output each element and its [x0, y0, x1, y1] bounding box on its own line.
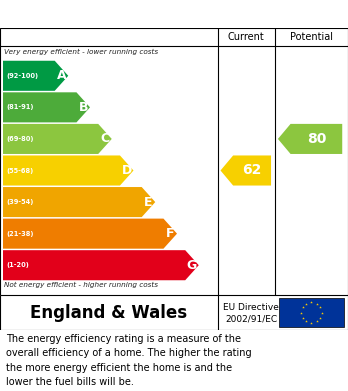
Text: (81-91): (81-91) [6, 104, 33, 110]
Text: (55-68): (55-68) [6, 167, 33, 174]
Text: England & Wales: England & Wales [30, 303, 187, 321]
Text: E: E [144, 196, 153, 208]
Text: A: A [57, 69, 66, 82]
Polygon shape [3, 156, 134, 186]
Text: C: C [101, 133, 110, 145]
Text: EU Directive: EU Directive [223, 303, 279, 312]
Polygon shape [3, 250, 199, 280]
Text: G: G [187, 259, 197, 272]
Text: Potential: Potential [290, 32, 333, 42]
Polygon shape [3, 124, 112, 154]
Bar [279, 298, 344, 327]
Text: Not energy efficient - higher running costs: Not energy efficient - higher running co… [4, 282, 158, 288]
Text: 80: 80 [307, 132, 326, 146]
Text: F: F [166, 227, 174, 240]
Polygon shape [3, 92, 90, 122]
Text: (21-38): (21-38) [6, 231, 33, 237]
Polygon shape [3, 219, 177, 249]
Text: (92-100): (92-100) [6, 73, 38, 79]
Polygon shape [278, 124, 342, 154]
Polygon shape [221, 156, 271, 186]
Text: The energy efficiency rating is a measure of the
overall efficiency of a home. T: The energy efficiency rating is a measur… [6, 334, 252, 387]
Text: (39-54): (39-54) [6, 199, 33, 205]
Text: (1-20): (1-20) [6, 262, 29, 268]
Polygon shape [3, 61, 68, 91]
Text: 2002/91/EC: 2002/91/EC [225, 314, 277, 323]
Text: Energy Efficiency Rating: Energy Efficiency Rating [73, 7, 275, 22]
Text: Current: Current [228, 32, 264, 42]
Polygon shape [3, 187, 155, 217]
Text: Very energy efficient - lower running costs: Very energy efficient - lower running co… [4, 49, 158, 55]
Text: B: B [79, 101, 88, 114]
Text: 62: 62 [243, 163, 262, 178]
Text: D: D [121, 164, 132, 177]
Text: (69-80): (69-80) [6, 136, 33, 142]
